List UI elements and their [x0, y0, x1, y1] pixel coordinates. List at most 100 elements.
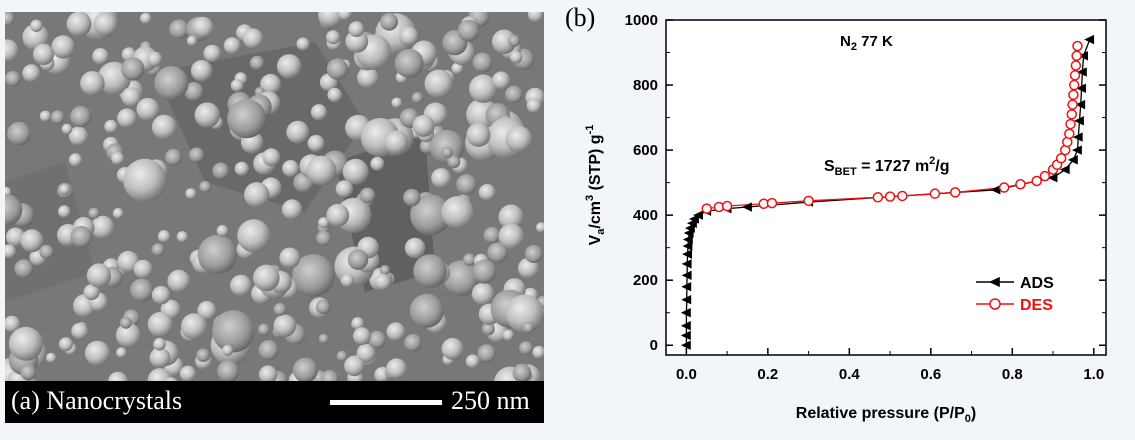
- legend: ADS DES: [976, 275, 1054, 314]
- nanoparticle: [130, 278, 154, 302]
- nanoparticle: [344, 355, 365, 377]
- nanoparticle: [153, 337, 166, 351]
- des-point: [1069, 70, 1081, 81]
- nanoparticle: [404, 333, 422, 352]
- nanoparticle: [394, 48, 424, 78]
- x-tick-label: 0.6: [920, 366, 941, 383]
- nanoparticle: [386, 322, 406, 342]
- nanoparticle: [58, 205, 71, 218]
- nanoparticle: [399, 26, 419, 46]
- nanoparticle: [154, 66, 189, 101]
- nanoparticle: [22, 64, 41, 83]
- nanoparticle: [196, 348, 210, 363]
- nanoparticle: [477, 344, 496, 363]
- ads-point: [1074, 116, 1084, 126]
- ads-point: [680, 321, 691, 331]
- ads-point: [1071, 145, 1082, 155]
- scale-bar-label: 250 nm: [451, 386, 530, 415]
- bet-annotation: SBET = 1727 m2/g: [824, 155, 950, 178]
- nanoparticle: [151, 285, 171, 305]
- sem-image-panel: (a) Nanocrystals 250 nm: [5, 12, 544, 423]
- ads-point: [680, 330, 691, 341]
- nanoparticle: [315, 299, 331, 315]
- nanoparticle: [253, 264, 280, 292]
- nanoparticle: [115, 322, 141, 348]
- nanoparticle: [258, 323, 270, 336]
- legend-marker-des: [989, 298, 1001, 310]
- nanoparticle: [384, 130, 409, 155]
- ads-point: [1076, 83, 1086, 93]
- nanoparticle: [456, 174, 477, 195]
- des-point: [1068, 79, 1080, 91]
- nanoparticle: [212, 310, 255, 353]
- nanoparticle: [391, 97, 403, 109]
- nanoparticle: [93, 12, 118, 36]
- ads-point: [681, 259, 692, 269]
- des-point: [1071, 50, 1082, 62]
- nanoparticle: [39, 110, 52, 122]
- nanoparticle: [91, 215, 115, 240]
- nanoparticle: [189, 147, 205, 163]
- nanoparticle: [147, 311, 173, 338]
- nanoparticle: [216, 225, 229, 237]
- nanoparticle: [237, 219, 271, 253]
- nanoparticle: [522, 321, 534, 334]
- nanoparticle: [197, 301, 217, 320]
- ads-point: [1067, 155, 1078, 165]
- nanoparticle: [66, 12, 92, 37]
- nanoparticle: [80, 71, 105, 96]
- nanoparticle: [472, 259, 497, 284]
- nanoparticle: [151, 114, 177, 140]
- x-tick-label: 0.2: [757, 366, 778, 383]
- nanoparticle: [111, 152, 125, 165]
- nanoparticle: [356, 343, 376, 363]
- nanoparticle: [380, 12, 398, 31]
- ads-point: [1084, 34, 1095, 45]
- nanoparticle: [165, 148, 182, 166]
- nanoparticle: [116, 347, 127, 359]
- nanoparticle: [526, 98, 542, 114]
- nanoparticle: [14, 259, 34, 279]
- nanoparticle: [451, 62, 464, 75]
- nanoparticle: [88, 207, 100, 219]
- nanoparticle: [338, 12, 352, 21]
- nanoparticle: [527, 12, 544, 23]
- des-point: [701, 203, 712, 214]
- nanoparticle: [505, 125, 533, 153]
- nanoparticle: [61, 123, 73, 135]
- nanoparticle: [345, 30, 369, 53]
- y-tick-label: 200: [633, 272, 658, 289]
- des-point: [1031, 175, 1042, 187]
- isotherm-panel: (b) 0.0 0.2 0.4 0.6 0.8 1.0 0 200 400 600 800 1000…: [548, 0, 1135, 440]
- nanoparticle: [86, 263, 111, 288]
- nanoparticle: [342, 158, 369, 185]
- nanoparticle: [136, 97, 160, 121]
- des-point: [803, 195, 814, 207]
- nanoparticle: [68, 126, 89, 146]
- nanoparticle: [292, 254, 335, 297]
- nanoparticle: [463, 253, 476, 266]
- y-tick-label: 0: [650, 337, 658, 354]
- nanoparticle: [441, 196, 474, 229]
- nanoparticle: [176, 231, 189, 243]
- des-point: [1065, 118, 1076, 130]
- nanoparticle: [244, 182, 270, 208]
- ads-point: [990, 185, 1001, 195]
- nanoparticle: [481, 322, 495, 336]
- nanoparticle: [424, 69, 454, 99]
- nanoparticle: [104, 119, 118, 134]
- nanoparticle: [169, 19, 189, 39]
- nanoparticle: [347, 249, 369, 270]
- nanoparticle: [260, 73, 281, 95]
- nanoparticle: [326, 203, 350, 227]
- ads-point: [680, 308, 691, 318]
- nanoparticle: [326, 30, 341, 45]
- nanoparticle: [83, 284, 100, 301]
- nanoparticle: [340, 274, 354, 288]
- nanoparticle: [6, 227, 26, 247]
- ads-point: [1075, 99, 1086, 110]
- nanoparticle: [310, 104, 328, 121]
- x-axis-label: Relative pressure (P/P0): [796, 405, 976, 425]
- ads-point: [682, 234, 693, 245]
- condition-annotation: N2 77 K: [840, 33, 893, 53]
